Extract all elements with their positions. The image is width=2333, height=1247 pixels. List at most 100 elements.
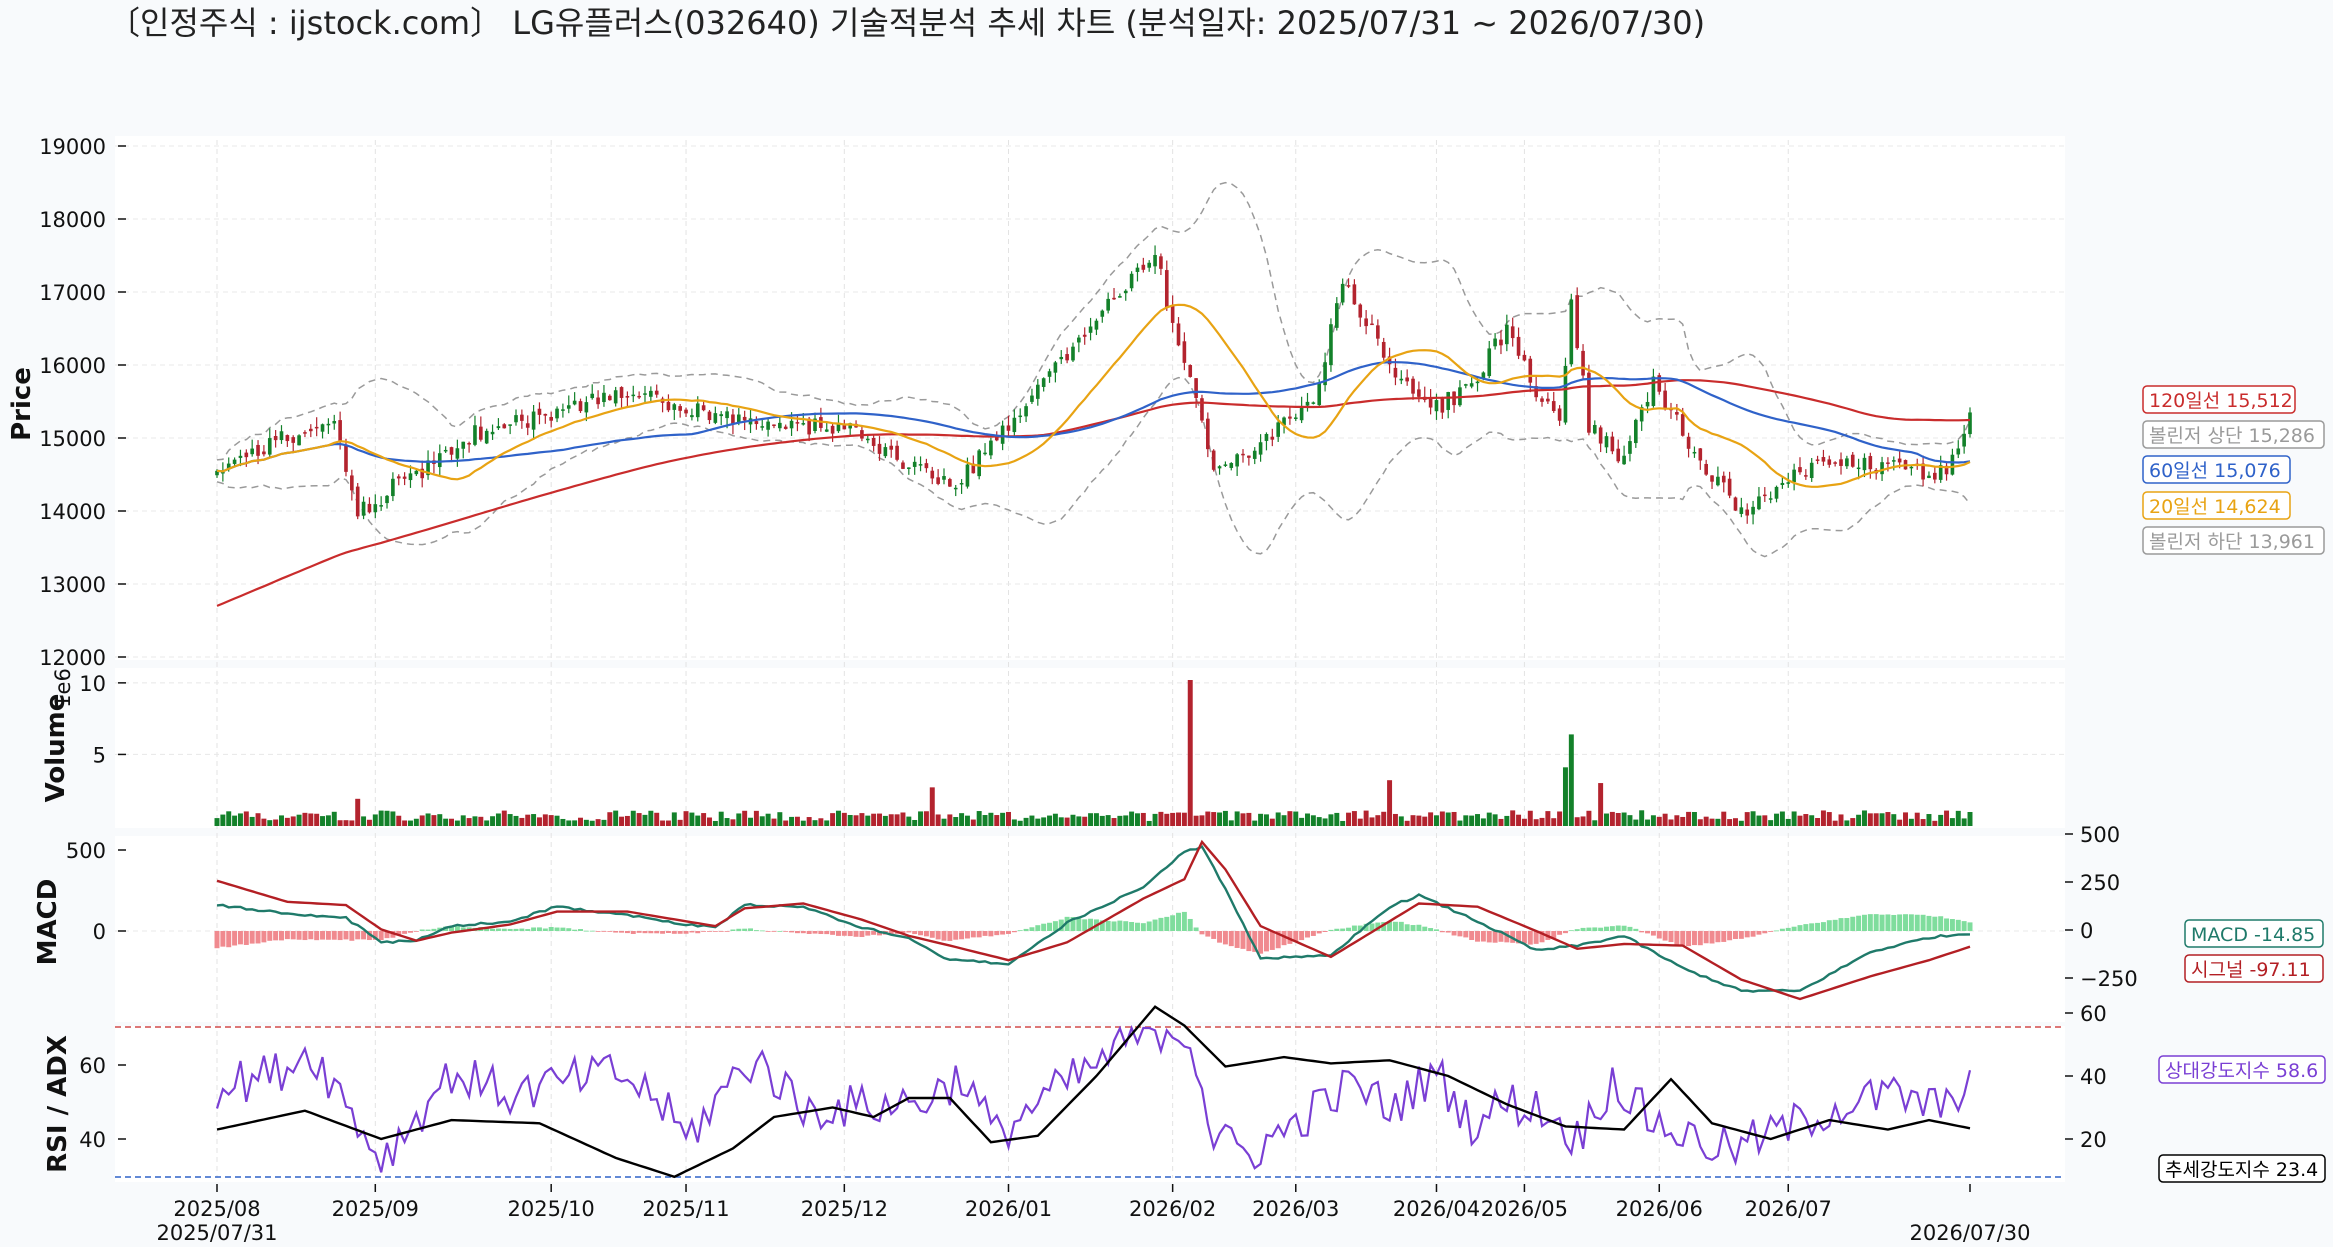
volume-bar — [1861, 810, 1867, 826]
volume-bar — [900, 812, 906, 826]
volume-bar — [800, 820, 806, 826]
volume-tick-5: 5 — [93, 743, 106, 767]
macd-histogram-bar — [402, 931, 408, 934]
candle-body — [836, 422, 841, 432]
macd-histogram-bar — [1768, 931, 1774, 932]
candle-body — [1563, 365, 1568, 423]
macd-histogram-bar — [1052, 921, 1058, 931]
candle-body — [1704, 463, 1708, 475]
candle-body — [1405, 377, 1409, 382]
macd-histogram-bar — [1586, 927, 1592, 931]
candle-body — [1411, 378, 1415, 394]
volume-bar — [531, 814, 537, 826]
candle-body — [1897, 458, 1902, 463]
candle-body — [1745, 509, 1750, 516]
volume-bar — [1017, 820, 1023, 826]
macd-histogram-bar — [1527, 931, 1533, 945]
macd-histogram-bar — [1064, 916, 1070, 931]
volume-bar — [929, 787, 935, 826]
volume-bar — [513, 815, 519, 826]
volume-bar — [982, 815, 988, 826]
candle-body — [971, 463, 976, 474]
volume-bar — [1809, 815, 1815, 826]
macd-histogram-bar — [255, 931, 261, 944]
volume-bar — [865, 815, 871, 826]
volume-bar — [1762, 815, 1768, 826]
macd-histogram-bar — [343, 931, 349, 940]
macd-histogram-bar — [1568, 930, 1574, 932]
volume-bar — [1269, 818, 1275, 826]
macd-histogram-bar — [1721, 931, 1727, 942]
candle-body — [1428, 397, 1433, 408]
candle-body — [1182, 341, 1187, 363]
macd-histogram-bar — [1029, 927, 1035, 931]
macd-histogram-bar — [1703, 931, 1709, 944]
volume-bar — [1375, 815, 1381, 826]
tag-adx: 추세강도지수 23.4 — [2165, 1159, 2318, 1181]
candle-body — [1446, 392, 1451, 410]
candle-body — [1675, 412, 1679, 415]
candle-body — [1727, 478, 1732, 496]
macd-histogram-bar — [1263, 931, 1269, 952]
candle-body — [1258, 442, 1263, 455]
macd-histogram-bar — [513, 928, 519, 931]
macd-histogram-bar — [1662, 931, 1668, 941]
volume-bar — [548, 815, 554, 826]
xtick-label-2025/09: 2025/09 — [332, 1197, 419, 1221]
macd-histogram-bar — [1164, 916, 1170, 931]
macd-histogram-bar — [1920, 914, 1926, 931]
volume-bar — [794, 816, 800, 826]
candle-body — [848, 423, 853, 429]
volume-bar — [255, 813, 261, 826]
macd-histogram-bar — [1856, 915, 1862, 931]
volume-bar — [1709, 818, 1715, 826]
candle-body — [778, 422, 782, 429]
macd-histogram-bar — [630, 931, 636, 934]
candle-body — [1223, 464, 1228, 466]
macd-histogram-bar — [1381, 922, 1387, 931]
volume-bar — [789, 816, 795, 826]
volume-bar — [1340, 820, 1346, 826]
macd-histogram-bar — [982, 931, 988, 936]
macd-histogram-bar — [935, 931, 941, 940]
macd-histogram-bar — [1656, 931, 1662, 939]
volume-bar — [736, 813, 742, 826]
candle-body — [1780, 482, 1785, 486]
macd-histogram-bar — [1404, 924, 1410, 931]
candle-body — [901, 462, 905, 469]
macd-histogram-bar — [1480, 931, 1486, 942]
macd-histogram-bar — [372, 931, 378, 940]
candle-body — [414, 470, 419, 475]
volume-bar — [1252, 820, 1258, 826]
volume-bar — [1111, 818, 1117, 826]
candle-body — [1505, 324, 1509, 345]
candle-body — [959, 482, 964, 485]
candle-body — [1270, 436, 1275, 440]
candle-body — [1680, 414, 1685, 436]
volume-bar — [1263, 814, 1269, 826]
candle-body — [977, 450, 981, 477]
macd-histogram-bar — [1457, 931, 1463, 937]
candle-body — [1768, 498, 1773, 500]
macd-histogram-bar — [226, 931, 232, 948]
macd-histogram-bar — [607, 931, 613, 932]
candle-body — [1968, 412, 1972, 435]
macd-histogram-bar — [677, 931, 683, 934]
macd-histogram-bar — [736, 928, 742, 931]
candle-body — [1522, 354, 1527, 361]
macd-histogram-bar — [1521, 931, 1527, 944]
volume-bar — [1439, 811, 1445, 826]
candle-body — [1305, 401, 1310, 406]
volume-bar — [1844, 820, 1850, 826]
volume-bar — [1422, 816, 1428, 826]
macd-histogram-bar — [1955, 919, 1961, 931]
candle-body — [830, 425, 835, 434]
candle-body — [303, 432, 307, 434]
volume-bar — [1070, 814, 1076, 826]
macd-right-tick-−250: −250 — [2080, 967, 2138, 991]
macd-histogram-bar — [1058, 919, 1064, 931]
candle-body — [1475, 381, 1480, 384]
volume-exponent-label: 1e6 — [51, 668, 75, 708]
volume-bar — [1293, 811, 1299, 826]
volume-bar — [671, 812, 677, 826]
